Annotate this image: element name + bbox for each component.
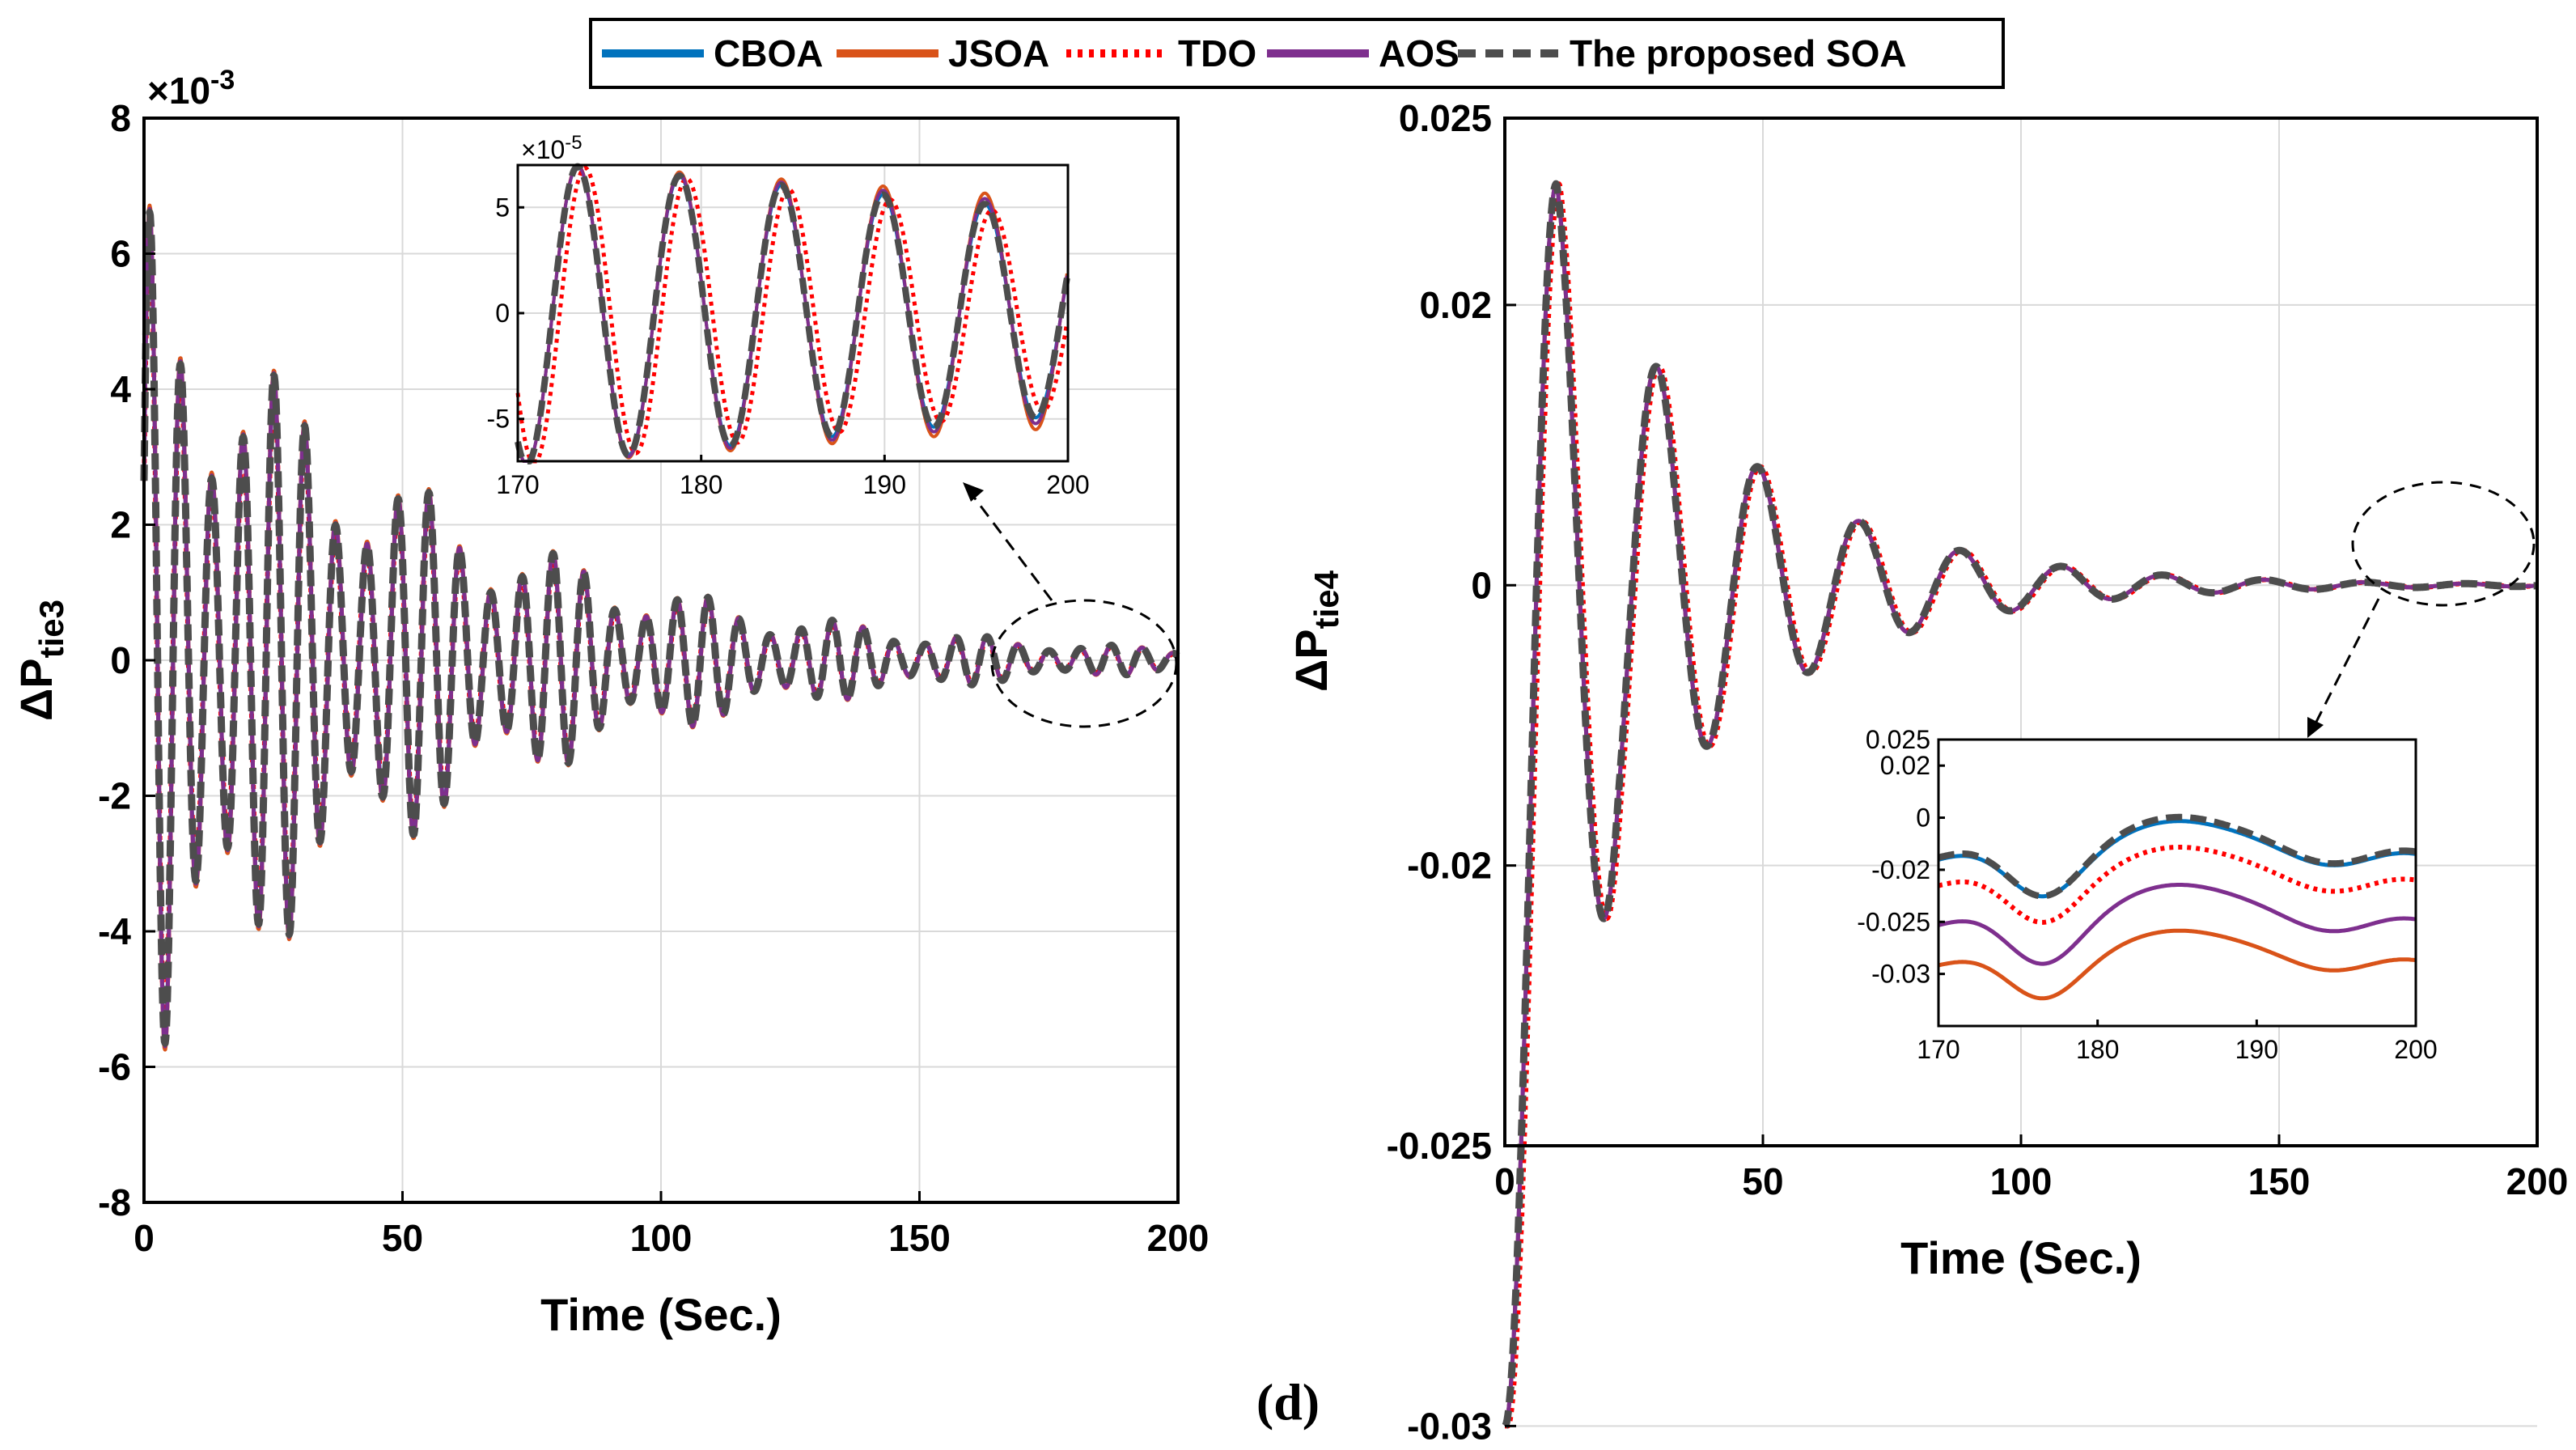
y-tick-label: -0.025 bbox=[1857, 907, 1930, 936]
y-tick-label: 0.02 bbox=[1880, 751, 1930, 780]
left-inset-series-group bbox=[515, 163, 1070, 464]
right-zoom-arrowhead bbox=[2307, 717, 2324, 738]
series-line-the-proposed-soa bbox=[140, 208, 1181, 1047]
x-tick-label: 170 bbox=[496, 470, 539, 499]
y-tick-label: -0.03 bbox=[1407, 1405, 1492, 1447]
legend-label: The proposed SOA bbox=[1570, 32, 1907, 74]
y-tick-label: 0 bbox=[1471, 564, 1492, 606]
x-tick-label: 0 bbox=[1494, 1160, 1515, 1202]
x-tick-label: 180 bbox=[2076, 1035, 2119, 1064]
x-tick-label: 150 bbox=[888, 1217, 951, 1259]
y-tick-label: 0.025 bbox=[1399, 97, 1492, 139]
x-tick-label: 50 bbox=[1742, 1160, 1783, 1202]
y-tick-label: 6 bbox=[110, 233, 131, 275]
left-zoom-ellipse bbox=[990, 599, 1178, 728]
y-tick-label: -4 bbox=[98, 910, 131, 952]
right-y-axis-label: ΔPtie4 bbox=[1286, 570, 1345, 692]
x-tick-label: 50 bbox=[382, 1217, 423, 1259]
y-tick-label: 0 bbox=[1916, 803, 1930, 833]
left-inset-exponent-label: ×10-5 bbox=[521, 132, 583, 164]
y-tick-label: -0.03 bbox=[1871, 960, 1930, 989]
legend-item-the-proposed-soa: The proposed SOA bbox=[1458, 32, 1907, 74]
legend-label: TDO bbox=[1178, 32, 1256, 74]
x-tick-label: 200 bbox=[2506, 1160, 2569, 1202]
y-tick-label: 5 bbox=[495, 193, 510, 222]
left-series-group bbox=[140, 203, 1181, 1052]
y-tick-label: 0.025 bbox=[1866, 725, 1930, 754]
left-x-axis-label: Time (Sec.) bbox=[540, 1289, 782, 1340]
legend-label: AOS bbox=[1379, 32, 1460, 74]
x-tick-label: 100 bbox=[630, 1217, 693, 1259]
legend-item-cboa: CBOA bbox=[602, 32, 823, 74]
y-tick-label: -0.02 bbox=[1871, 855, 1930, 884]
legend-label: JSOA bbox=[948, 32, 1049, 74]
y-tick-label: -0.02 bbox=[1407, 845, 1492, 887]
y-tick-label: -0.025 bbox=[1387, 1125, 1492, 1167]
x-tick-label: 170 bbox=[1917, 1035, 1960, 1064]
left-zoom-arrow bbox=[966, 488, 1053, 601]
y-tick-label: 4 bbox=[110, 368, 131, 410]
y-tick-label: -2 bbox=[98, 775, 131, 817]
series-line-tdo bbox=[515, 165, 1070, 464]
y-tick-label: 0 bbox=[495, 299, 510, 328]
legend-item-tdo: TDO bbox=[1066, 32, 1256, 74]
right-zoom-ellipse bbox=[2351, 481, 2536, 607]
x-tick-label: 200 bbox=[1046, 470, 1089, 499]
x-tick-label: 100 bbox=[1990, 1160, 2053, 1202]
x-tick-label: 150 bbox=[2248, 1160, 2311, 1202]
right-inset-axes-box bbox=[1937, 738, 2417, 1028]
series-line-jsoa bbox=[1938, 928, 2417, 1001]
legend-item-aos: AOS bbox=[1267, 32, 1460, 74]
y-tick-label: -6 bbox=[98, 1046, 131, 1088]
x-tick-label: 180 bbox=[680, 470, 722, 499]
left-inset-ticks: 170 180 190 200 5 0 -5 bbox=[487, 193, 1090, 499]
left-y-axis-label: ΔPtie3 bbox=[11, 600, 70, 721]
x-tick-label: 200 bbox=[2394, 1035, 2437, 1064]
x-tick-label: 0 bbox=[133, 1217, 155, 1259]
y-tick-label: 8 bbox=[110, 97, 131, 139]
figure-caption: (d) bbox=[1256, 1373, 1320, 1431]
y-tick-label: 2 bbox=[110, 504, 131, 546]
series-line-aos bbox=[1938, 883, 2417, 966]
series-line-the-proposed-soa bbox=[1502, 180, 2540, 1429]
left-inset: 170 180 190 200 5 0 -5 ×10-5 bbox=[487, 132, 1090, 499]
x-tick-label: 200 bbox=[1147, 1217, 1210, 1259]
y-tick-label: 0.02 bbox=[1419, 284, 1492, 326]
series-line-the-proposed-soa bbox=[515, 163, 1070, 464]
legend-label: CBOA bbox=[714, 32, 823, 74]
legend-item-jsoa: JSOA bbox=[837, 32, 1049, 74]
right-zoom-arrow bbox=[2312, 598, 2380, 727]
y-tick-label: 0 bbox=[110, 639, 131, 681]
x-tick-label: 190 bbox=[863, 470, 906, 499]
y-tick-label: -8 bbox=[98, 1181, 131, 1223]
right-inset-series-group bbox=[1937, 813, 2417, 1001]
left-exponent-label: ×10-3 bbox=[147, 65, 235, 112]
legend: CBOA JSOA TDO AOS The proposed SOA bbox=[589, 18, 2005, 89]
series-line-the-proposed-soa bbox=[1937, 813, 2417, 900]
right-series-group bbox=[1502, 180, 2540, 1429]
left-zoom-arrowhead bbox=[963, 482, 984, 502]
x-tick-label: 190 bbox=[2235, 1035, 2278, 1064]
y-tick-label: -5 bbox=[487, 405, 510, 434]
right-x-axis-label: Time (Sec.) bbox=[1900, 1232, 2142, 1283]
